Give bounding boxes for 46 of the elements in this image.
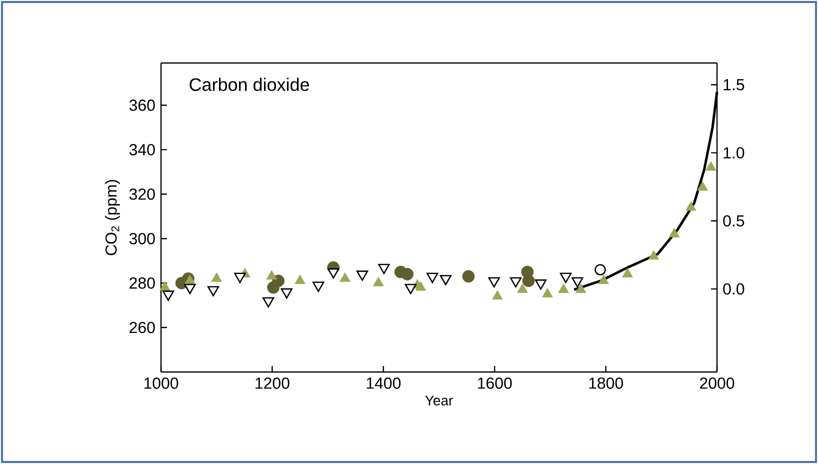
point	[312, 282, 324, 292]
point	[705, 161, 716, 171]
point	[356, 270, 368, 281]
point	[685, 201, 696, 211]
point	[697, 181, 708, 191]
point	[534, 279, 547, 290]
point	[262, 297, 274, 308]
point	[184, 284, 196, 294]
y-tick-label: 300	[129, 232, 155, 244]
point	[378, 264, 390, 274]
y-tick-label: 260	[130, 322, 155, 334]
point	[280, 288, 293, 299]
y2-tick-label: 1.5	[724, 79, 744, 90]
point	[440, 274, 452, 286]
y-tick-label: 360	[129, 100, 155, 111]
point	[328, 268, 340, 279]
x-tick-label: 2000	[700, 378, 734, 389]
point	[572, 277, 584, 288]
y-tick-label: 340	[129, 144, 155, 156]
x-tick-label: 1200	[256, 378, 290, 389]
y-axis-title: CO$_{2}$ (ppm)	[105, 180, 120, 256]
point	[488, 277, 500, 288]
point	[462, 270, 475, 283]
point	[207, 286, 220, 296]
point	[272, 274, 285, 288]
text: Carbon dioxide	[190, 78, 310, 91]
point	[234, 272, 246, 284]
y2-tick-label: 1.0	[724, 147, 744, 158]
point	[401, 268, 414, 280]
y2-tick-label: 0.0	[723, 283, 744, 295]
point	[404, 284, 416, 294]
x-axis-title: Year	[425, 396, 453, 406]
point	[426, 272, 438, 284]
y-tick-label: 280	[130, 277, 155, 289]
x-tick-label: 1400	[366, 378, 401, 389]
point	[668, 228, 680, 238]
y-tick-label: 320	[129, 188, 155, 200]
x-tick-label: 1600	[478, 378, 512, 389]
point	[162, 290, 174, 301]
y2-tick-label: 0.5	[723, 215, 744, 227]
x-tick-label: 1000	[144, 378, 178, 389]
point	[560, 272, 572, 284]
point	[510, 277, 522, 288]
point	[522, 274, 535, 288]
x-tick-label: 1800	[589, 378, 623, 389]
point	[594, 264, 606, 276]
